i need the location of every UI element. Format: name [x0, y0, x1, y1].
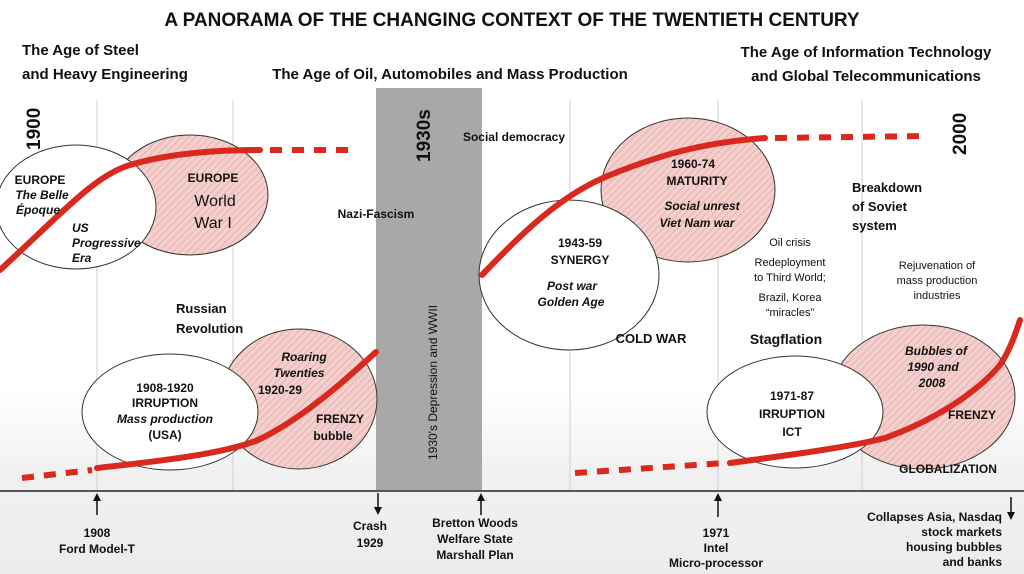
label-synergy: SYNERGY [551, 253, 610, 267]
label-roaring: Roaring [281, 350, 327, 364]
label-epoque: Époque [16, 202, 60, 217]
curve-surge-2-lead [21, 467, 93, 481]
label-globalization: GLOBALIZATION [899, 462, 997, 476]
label-2008: 2008 [918, 376, 946, 390]
label-usa: (USA) [148, 428, 181, 442]
event-intel: Intel [704, 541, 729, 555]
label-irruption-2: IRRUPTION [759, 407, 825, 421]
label-third-world: to Third World; [754, 272, 826, 284]
curve-surge-1 [0, 147, 263, 273]
age-oil: The Age of Oil, Automobiles and Mass Pro… [272, 66, 628, 83]
event-ford-year: 1908 [84, 526, 111, 540]
arrow-down-crash [374, 507, 382, 515]
label-us: US [72, 221, 89, 235]
year-1900: 1900 [24, 108, 45, 150]
year-1930s: 1930s [414, 109, 435, 162]
curve-surge-3-extension [774, 133, 926, 141]
label-frenzy-2: FRENZY [948, 408, 996, 422]
label-war-1: War I [194, 215, 232, 232]
label-breakdown: Breakdown [852, 180, 922, 195]
label-europe-belle: EUROPE [15, 173, 66, 187]
event-marshall-plan: Marshall Plan [436, 548, 513, 562]
event-welfare-state: Welfare State [437, 532, 513, 546]
label-twenties: Twenties [274, 366, 325, 380]
label-world: World [194, 193, 236, 210]
label-1990-and: 1990 and [907, 360, 959, 374]
label-1920-29: 1920-29 [258, 383, 302, 397]
label-mass-production: Mass production [117, 412, 213, 426]
label-mass-production-industries: mass production [897, 275, 978, 287]
age-steel-line1: The Age of Steel [22, 42, 139, 59]
label-maturity: MATURITY [666, 174, 727, 188]
bubble-maturity [600, 117, 776, 263]
ellipse-irruption-1908 [81, 353, 259, 471]
age-steel-line2: and Heavy Engineering [22, 66, 188, 83]
label-1908-1920: 1908-1920 [136, 381, 194, 395]
label-europe-ww1: EUROPE [188, 171, 239, 185]
label-revolution: Revolution [176, 321, 243, 336]
label-system: system [852, 218, 897, 233]
curve-surge-4-lead [574, 460, 726, 476]
age-info-line2: and Global Telecommunications [751, 68, 981, 85]
label-nazi-fascism: Nazi-Fascism [338, 207, 415, 221]
label-cold-war: COLD WAR [616, 331, 687, 346]
label-social-democracy: Social democracy [463, 130, 565, 144]
event-and-banks: and banks [943, 555, 1003, 569]
label-social-unrest: Social unrest [664, 199, 740, 213]
label-rejuvenation: Rejuvenation of [899, 260, 976, 272]
label-miracles: “miracles” [766, 307, 815, 319]
arrow-down-collapses [1007, 512, 1015, 520]
label-frenzy-1: FRENZY [316, 412, 364, 426]
ellipse-belle-epoque [0, 144, 157, 270]
label-1960-74: 1960-74 [671, 157, 715, 171]
label-era: Era [72, 251, 92, 265]
event-housing-bubbles: housing bubbles [906, 540, 1002, 554]
label-progressive: Progressive [72, 236, 141, 250]
age-info-line1: The Age of Information Technology [741, 44, 992, 61]
label-stagflation: Stagflation [750, 331, 822, 347]
event-bretton-woods: Bretton Woods [432, 516, 518, 530]
page-title: A PANORAMA OF THE CHANGING CONTEXT OF TH… [164, 10, 860, 31]
arrow-up-intel [714, 493, 722, 501]
event-stock-markets: stock markets [921, 525, 1002, 539]
event-collapses: Collapses Asia, Nasdaq [867, 510, 1002, 524]
depression-label: 1930's Depression and WWII [426, 305, 440, 460]
label-belle: The Belle [15, 188, 69, 202]
curve-surge-4 [727, 317, 1023, 466]
label-bubble-1: bubble [313, 429, 353, 443]
curve-surge-2 [94, 349, 379, 471]
label-industries: industries [913, 290, 961, 302]
label-russian: Russian [176, 301, 227, 316]
curve-surge-3 [479, 135, 768, 278]
event-crash: Crash [353, 519, 387, 533]
label-1943-59: 1943-59 [558, 236, 602, 250]
label-bubbles-of: Bubbles of [905, 344, 968, 358]
ellipse-synergy [478, 199, 660, 351]
label-viet-nam-war: Viet Nam war [660, 216, 736, 230]
label-irruption-1: IRRUPTION [132, 396, 198, 410]
label-redeployment: Redeployment [755, 257, 826, 269]
label-golden-age: Golden Age [538, 295, 605, 309]
label-of-soviet: of Soviet [852, 199, 908, 214]
label-ict: ICT [782, 425, 802, 439]
arrow-up-bretton [477, 493, 485, 501]
depression-band [376, 88, 482, 490]
label-oil-crisis: Oil crisis [769, 237, 811, 249]
arrow-up-ford [93, 493, 101, 501]
event-crash-year: 1929 [357, 536, 384, 550]
event-microprocessor: Micro-processor [669, 556, 763, 570]
label-post-war: Post war [547, 279, 598, 293]
label-brazil-korea: Brazil, Korea [759, 292, 823, 304]
year-2000: 2000 [950, 113, 971, 155]
label-1971-87: 1971-87 [770, 389, 814, 403]
ellipse-irruption-ict [706, 355, 884, 469]
event-1971: 1971 [703, 526, 730, 540]
event-ford-model: Ford Model-T [59, 542, 136, 556]
